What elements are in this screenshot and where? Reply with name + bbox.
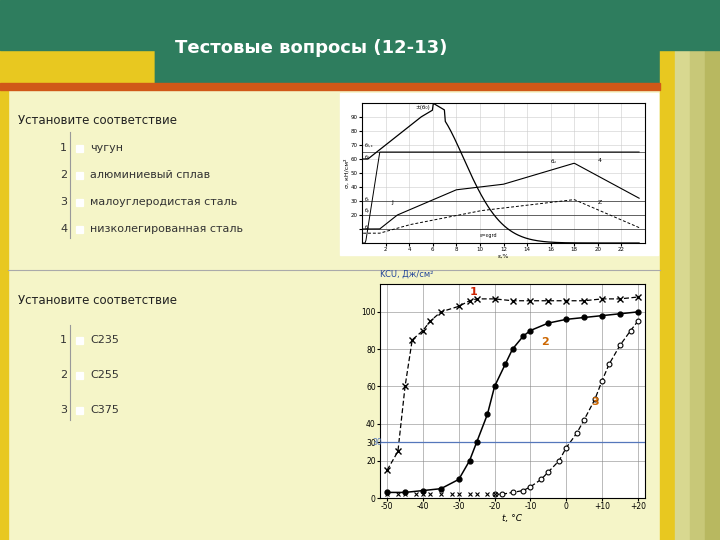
Bar [155, 0, 665, 85]
Text: 2: 2 [541, 338, 549, 347]
Text: J: J [392, 200, 393, 205]
Bar [675, 0, 690, 540]
Text: С255: С255 [90, 370, 119, 380]
X-axis label: ε,%: ε,% [498, 254, 509, 259]
Text: б₀,ₓ: б₀,ₓ [364, 144, 373, 149]
Text: 4: 4 [60, 224, 67, 234]
Bar [340, 93, 658, 255]
Text: бₒ: бₒ [364, 225, 369, 230]
Text: 2: 2 [60, 170, 67, 180]
Text: 1: 1 [60, 335, 67, 345]
Text: ±(б₀): ±(б₀) [415, 105, 430, 110]
Bar [155, 0, 720, 85]
Text: KCU, Дж/см²: KCU, Дж/см² [380, 269, 433, 279]
Text: бᵤ: бᵤ [551, 159, 557, 164]
Text: 4: 4 [598, 158, 602, 163]
Text: 1: 1 [60, 143, 67, 153]
Text: 30: 30 [373, 438, 382, 447]
Text: Установите соответствие: Установите соответствие [18, 294, 177, 307]
Bar [76, 337, 83, 344]
Text: бₚ: бₚ [364, 208, 369, 213]
Bar [76, 407, 83, 414]
Text: ε=εgrd: ε=εgrd [480, 233, 498, 238]
Bar [660, 0, 675, 540]
Bar [0, 0, 155, 85]
Bar [0, 0, 720, 50]
Y-axis label: σ, кН/см²: σ, кН/см² [344, 158, 349, 188]
Text: Тестовые вопросы (12-13): Тестовые вопросы (12-13) [175, 39, 447, 57]
Text: 3: 3 [60, 405, 67, 415]
Text: чугун: чугун [90, 143, 123, 153]
Bar [76, 372, 83, 379]
Text: С375: С375 [90, 405, 119, 415]
Text: низколегированная сталь: низколегированная сталь [90, 224, 243, 234]
Bar [0, 85, 8, 540]
Text: 3: 3 [60, 197, 67, 207]
Text: малоуглеродистая сталь: малоуглеродистая сталь [90, 197, 238, 207]
Text: 3: 3 [591, 397, 599, 407]
Bar [76, 226, 83, 233]
Bar [76, 172, 83, 179]
Bar [690, 0, 705, 540]
Text: алюминиевый сплав: алюминиевый сплав [90, 170, 210, 180]
Bar [76, 145, 83, 152]
Text: б₀: б₀ [364, 155, 369, 160]
Bar [76, 199, 83, 206]
Bar [705, 0, 720, 540]
Text: 1: 1 [469, 287, 477, 297]
Text: Z: Z [598, 200, 602, 205]
Text: 2: 2 [60, 370, 67, 380]
Text: бₑ: бₑ [364, 197, 369, 202]
Text: С235: С235 [90, 335, 119, 345]
Text: Установите соответствие: Установите соответствие [18, 113, 177, 126]
Bar [0, 83, 660, 90]
X-axis label: t, °C: t, °C [503, 514, 523, 523]
